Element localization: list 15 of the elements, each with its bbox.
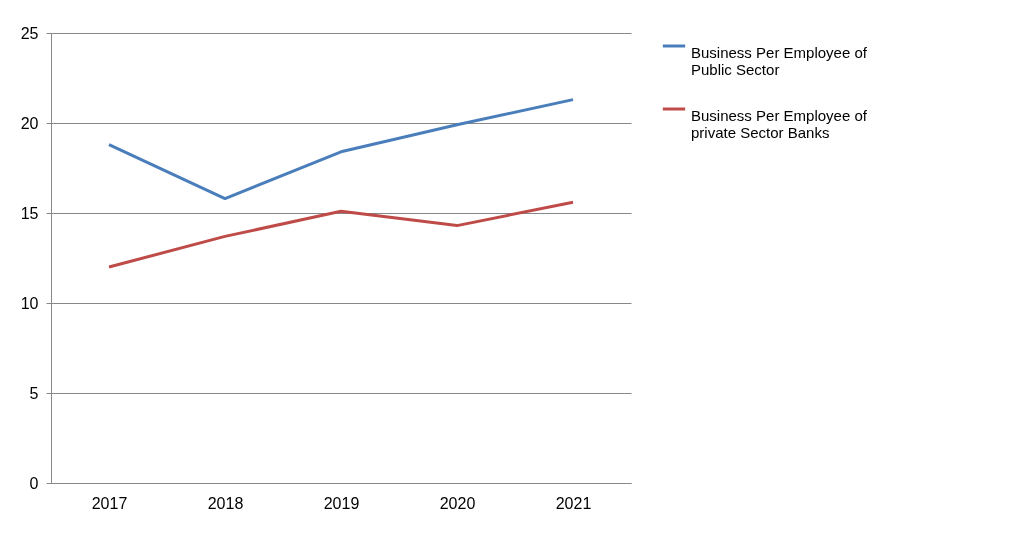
x-tick-label: 2017 xyxy=(91,494,128,512)
line-series xyxy=(107,98,575,201)
legend-label: Business Per Employee of private Sector Banks xyxy=(691,107,868,141)
y-tick-label: 25 xyxy=(20,24,39,42)
y-tick-label: 20 xyxy=(20,114,39,132)
legend-label: Business Per Employee of Public Sector xyxy=(691,44,868,78)
x-tick-label: 2019 xyxy=(323,494,360,512)
y-tick-label: 15 xyxy=(20,204,39,222)
y-tick-label: 10 xyxy=(20,294,39,312)
y-tick-label: 5 xyxy=(29,384,39,402)
x-tick-label: 2021 xyxy=(555,494,592,512)
line-series xyxy=(107,200,575,269)
x-tick-label: 2018 xyxy=(207,494,244,512)
x-tick-label: 2020 xyxy=(439,494,476,512)
y-tick-label: 0 xyxy=(29,474,39,492)
